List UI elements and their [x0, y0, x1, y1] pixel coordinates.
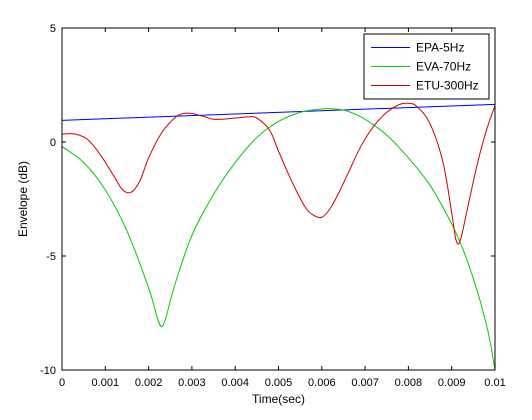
legend-label: EVA-70Hz: [416, 60, 471, 74]
x-tick-label: 0.002: [135, 377, 163, 389]
y-tick-label: 0: [50, 137, 56, 149]
x-tick-label: 0.006: [308, 377, 336, 389]
y-tick-label: -5: [46, 251, 56, 263]
x-tick-label: 0.008: [395, 377, 423, 389]
legend: EPA-5Hz EVA-70Hz ETU-300Hz: [363, 33, 490, 100]
x-tick-label: 0.005: [265, 377, 293, 389]
series-line-epa-5hz: [61, 103, 496, 121]
tick-layer: 0 0.001 0.002 0.003 0.004 0.005 0.006 0.007 0.00…: [40, 23, 506, 389]
x-tick-label: 0.001: [92, 377, 120, 389]
y-tick-label: 5: [50, 23, 56, 35]
legend-label: EPA-5Hz: [416, 41, 464, 55]
series-line-etu-300hz: [61, 102, 496, 245]
y-axis-label: Envelope (dB): [16, 161, 30, 237]
x-tick-label: 0: [59, 377, 65, 389]
x-tick-label: 0.009: [438, 377, 466, 389]
axes-box: [61, 27, 496, 371]
series-layer: [61, 102, 496, 371]
y-tick-label: -10: [40, 365, 56, 377]
legend-label: ETU-300Hz: [416, 79, 479, 93]
series-line-eva-70hz: [61, 108, 496, 371]
x-tick-label: 0.007: [351, 377, 379, 389]
x-tick-label: 0.003: [178, 377, 206, 389]
x-tick-label: 0.004: [221, 377, 249, 389]
x-tick-label: 0.01: [484, 377, 505, 389]
x-axis-label: Time(sec): [252, 392, 305, 406]
